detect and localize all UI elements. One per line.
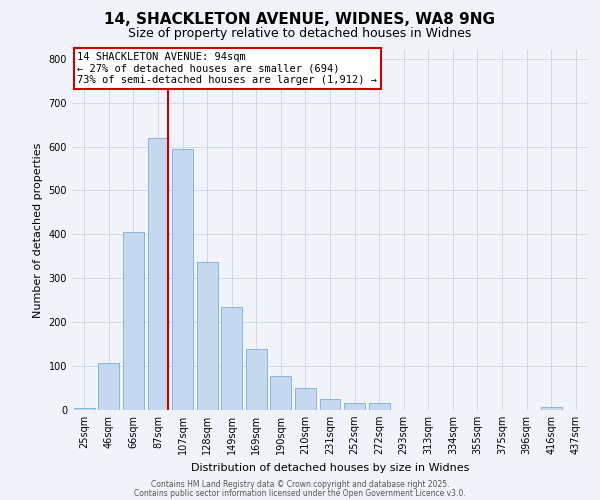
Bar bbox=[368, 404, 389, 410]
Bar bbox=[295, 388, 316, 410]
Bar bbox=[74, 408, 95, 410]
Bar bbox=[541, 407, 562, 410]
Text: Contains public sector information licensed under the Open Government Licence v3: Contains public sector information licen… bbox=[134, 488, 466, 498]
Bar bbox=[123, 232, 144, 410]
Y-axis label: Number of detached properties: Number of detached properties bbox=[33, 142, 43, 318]
Bar bbox=[148, 138, 169, 410]
Text: Size of property relative to detached houses in Widnes: Size of property relative to detached ho… bbox=[128, 28, 472, 40]
Text: 14, SHACKLETON AVENUE, WIDNES, WA8 9NG: 14, SHACKLETON AVENUE, WIDNES, WA8 9NG bbox=[104, 12, 496, 28]
Text: Contains HM Land Registry data © Crown copyright and database right 2025.: Contains HM Land Registry data © Crown c… bbox=[151, 480, 449, 489]
Bar bbox=[320, 399, 340, 410]
Bar bbox=[271, 376, 292, 410]
Bar bbox=[221, 307, 242, 410]
Bar bbox=[246, 350, 267, 410]
Bar bbox=[172, 149, 193, 410]
Bar bbox=[98, 362, 119, 410]
X-axis label: Distribution of detached houses by size in Widnes: Distribution of detached houses by size … bbox=[191, 462, 469, 472]
Bar bbox=[344, 404, 365, 410]
Bar bbox=[197, 262, 218, 410]
Text: 14 SHACKLETON AVENUE: 94sqm
← 27% of detached houses are smaller (694)
73% of se: 14 SHACKLETON AVENUE: 94sqm ← 27% of det… bbox=[77, 52, 377, 85]
